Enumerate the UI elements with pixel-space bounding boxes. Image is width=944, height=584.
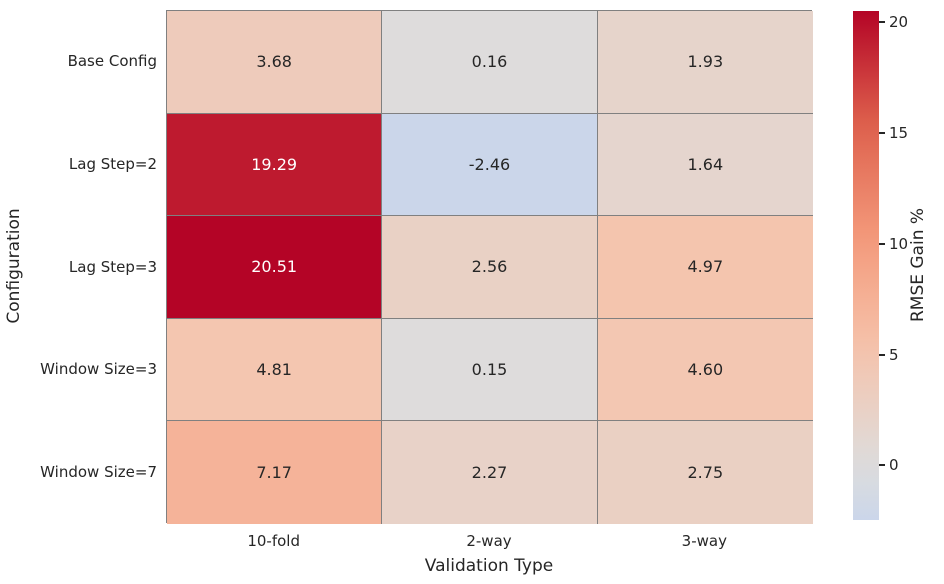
heatmap-cell-value: 4.60 (687, 360, 724, 380)
colorbar-tick-label: 15 (889, 124, 909, 143)
colorbar (853, 11, 879, 520)
heatmap-cell-value: 2.75 (687, 463, 724, 483)
heatmap-cell: 7.17 (167, 421, 383, 524)
heatmap-cell: 2.56 (382, 216, 598, 319)
x-tick-label: 2-way (466, 532, 512, 550)
heatmap-cell: 0.16 (382, 11, 598, 114)
x-axis-label: Validation Type (424, 556, 554, 576)
colorbar-tick-mark (879, 353, 885, 356)
heatmap-cell-value: 4.97 (687, 257, 724, 277)
y-tick-label: Base Config (67, 52, 157, 71)
colorbar-tick-mark (879, 132, 885, 135)
heatmap-cell-value: 20.51 (251, 257, 298, 277)
heatmap-cell: 19.29 (167, 113, 383, 217)
colorbar-tick-label: 20 (889, 13, 909, 32)
y-tick-label: Lag Step=2 (68, 154, 157, 173)
heatmap-cell-value: 2.27 (471, 463, 508, 483)
heatmap-cell-value: 1.64 (687, 154, 724, 174)
y-tick-label: Lag Step=3 (68, 257, 157, 276)
colorbar-tick-mark (879, 21, 885, 24)
heatmap-cell-value: 19.29 (251, 154, 298, 174)
heatmap-cell: 4.81 (167, 318, 383, 422)
x-tick-label: 3-way (681, 532, 727, 550)
heatmap-cell-value: 3.68 (256, 52, 292, 72)
heatmap-cell: 2.75 (597, 421, 813, 524)
x-tick-label: 10-fold (247, 532, 300, 550)
y-axis-label: Configuration (4, 208, 24, 324)
heatmap-cell: 1.64 (597, 113, 813, 217)
heatmap-cell-value: 0.16 (471, 52, 508, 72)
heatmap-grid: 3.68 0.16 1.93 19.29 -2.46 1.64 20.51 2.56 4.97 4… (166, 10, 813, 524)
y-tick-label: Window Size=7 (40, 462, 157, 481)
heatmap-cell: 4.97 (597, 216, 813, 319)
heatmap-cell-value: 0.15 (471, 360, 508, 380)
heatmap-cell-value: 1.93 (687, 52, 724, 72)
heatmap-cell: 3.68 (167, 11, 383, 114)
heatmap-cell: 2.27 (382, 421, 598, 524)
heatmap-cell-value: 2.56 (471, 257, 508, 277)
colorbar-tick-label: 5 (889, 345, 899, 364)
heatmap-cell: 20.51 (167, 216, 383, 319)
y-tick-label: Window Size=3 (40, 360, 157, 379)
heatmap-cell: 1.93 (597, 11, 813, 114)
heatmap-cell: 4.60 (597, 318, 813, 422)
colorbar-tick-mark (879, 464, 885, 467)
heatmap-cell: -2.46 (382, 113, 598, 217)
heatmap-cell-value: 4.81 (256, 360, 292, 380)
colorbar-tick-label: 10 (889, 234, 909, 253)
heatmap-cell: 0.15 (382, 318, 598, 422)
heatmap-cell-value: -2.46 (468, 154, 511, 174)
colorbar-tick-label: 0 (889, 456, 899, 475)
colorbar-tick-mark (879, 242, 885, 245)
heatmap-cell-value: 7.17 (256, 463, 292, 483)
colorbar-label: RMSE Gain % (908, 207, 928, 323)
